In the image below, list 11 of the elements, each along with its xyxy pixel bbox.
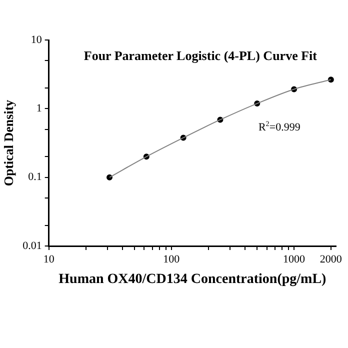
- x-tick-label: 1000: [283, 253, 306, 266]
- x-tick-label: 10: [43, 253, 55, 266]
- y-tick-label: 0.1: [28, 171, 42, 184]
- y-tick-label: 10: [30, 34, 42, 46]
- x-tick-label: 100: [163, 253, 180, 266]
- y-tick-label: 1: [36, 102, 42, 115]
- y-tick-label: 0.01: [22, 240, 42, 252]
- text: Four Parameter Logistic (4-PL) Curve Fit: [84, 48, 318, 63]
- y-axis-title: Optical Density: [1, 99, 16, 186]
- x-tick-label: 2000: [320, 253, 342, 266]
- x-axis-title: Human OX40/CD134 Concentration(pg/mL): [58, 272, 327, 288]
